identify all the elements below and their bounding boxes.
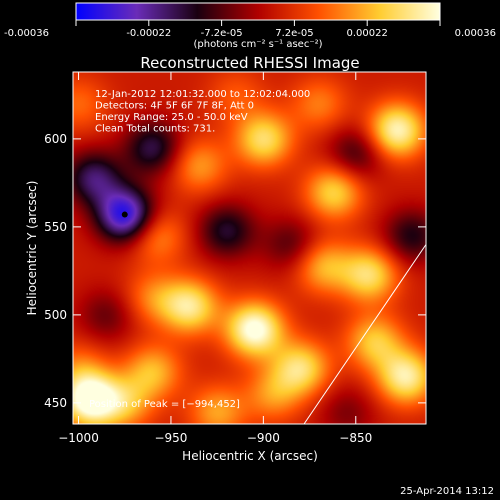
colorbar-gradient: [75, 2, 441, 21]
y-axis-ticks: 450 500 550 600: [44, 132, 426, 410]
peak-position-label: Position of Peak = [−994,452]: [89, 399, 240, 410]
footer-timestamp: 25-Apr-2014 13:12: [400, 486, 494, 497]
plot-frame: [72, 71, 427, 425]
colorbar-tick-label: 0.00036: [455, 28, 496, 39]
colorbar-tick-label: -7.2e-05: [201, 28, 243, 39]
annotation-line: Clean Total counts: 731.: [95, 124, 215, 135]
x-tick-label: −900: [247, 431, 280, 445]
colorbar-unit-label: (photons cm⁻² s⁻¹ asec⁻²): [193, 39, 322, 50]
y-tick-label: 500: [44, 308, 67, 322]
minimum-marker: [121, 211, 128, 218]
annotation-line: 12-Jan-2012 12:01:32.000 to 12:02:04.000: [95, 89, 310, 100]
x-axis-label: Heliocentric X (arcsec): [182, 449, 318, 463]
y-axis-label: Heliocentric Y (arcsec): [25, 181, 39, 316]
solar-limb-line: [303, 244, 426, 424]
colorbar-tick-label: -0.00036: [4, 28, 49, 39]
annotation-line: Energy Range: 25.0 - 50.0 keV: [95, 112, 248, 123]
annotations: 12-Jan-2012 12:01:32.000 to 12:02:04.000…: [95, 89, 310, 135]
y-tick-label: 600: [44, 132, 67, 146]
colorbar-ticks: -0.00036 -0.00022 -7.2e-05 7.2e-05 0.00022 0.…: [4, 20, 496, 39]
chart-title: Reconstructed RHESSI Image: [140, 54, 359, 72]
heatmap-area: [73, 72, 426, 424]
colorbar-tick-label: 7.2e-05: [275, 28, 313, 39]
colorbar: -0.00036 -0.00022 -7.2e-05 7.2e-05 0.00022 0.…: [4, 2, 496, 50]
x-axis-ticks: −1000 −950 −900 −850: [58, 72, 372, 445]
colorbar-tick-label: 0.00022: [347, 28, 388, 39]
x-tick-label: −950: [154, 431, 187, 445]
y-tick-label: 450: [44, 396, 67, 410]
x-tick-label: −850: [339, 431, 372, 445]
annotation-line: Detectors: 4F 5F 6F 7F 8F, Att 0: [95, 101, 254, 112]
heatmap-canvas: [73, 72, 426, 424]
colorbar-tick-label: -0.00022: [126, 28, 171, 39]
y-tick-label: 550: [44, 220, 67, 234]
x-tick-label: −1000: [58, 431, 99, 445]
